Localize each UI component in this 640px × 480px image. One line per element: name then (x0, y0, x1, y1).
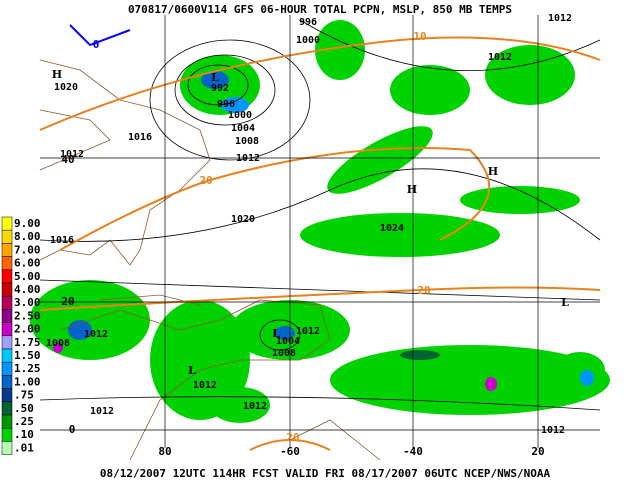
legend-swatch (1, 414, 13, 429)
legend-label: 2.50 (14, 309, 41, 322)
legend-swatch (1, 441, 13, 455)
latitude-label: 0 (69, 423, 76, 436)
pressure-label: 1016 (128, 132, 152, 143)
legend-label: 1.75 (14, 336, 41, 349)
pressure-label: 1012 (541, 425, 565, 436)
legend-swatch (1, 427, 13, 442)
pressure-label: 1012 (488, 52, 512, 63)
pressure-label: 1012 (296, 326, 320, 337)
pressure-label: 1004 (231, 123, 255, 134)
legend-label: .75 (14, 389, 34, 402)
pressure-label: 1012 (243, 401, 267, 412)
pressure-label: 1004 (276, 336, 300, 347)
legend-swatch (1, 348, 13, 363)
legend-label: .01 (14, 441, 34, 454)
caption: 08/12/2007 12UTC 114HR FCST VALID FRI 08… (100, 467, 551, 480)
pressure-label: 1016 (50, 235, 74, 246)
longitude-label: 80 (158, 445, 171, 458)
legend-label: .10 (14, 428, 34, 441)
temperature-label: 20 (417, 284, 430, 297)
pressure-center: H (52, 68, 62, 81)
legend-swatch (1, 401, 13, 416)
pressure-label: 1012 (60, 149, 84, 160)
legend-swatch (1, 309, 13, 323)
pressure-label: 996 (217, 99, 235, 110)
pressure-label: 1000 (296, 35, 320, 46)
legend-swatch (1, 256, 13, 271)
legend-label: 4.00 (14, 283, 41, 296)
legend-swatch (1, 269, 13, 284)
legend-label: .50 (14, 402, 34, 415)
temperature-label: 20 (199, 174, 212, 187)
pressure-label: 1012 (548, 13, 572, 24)
legend-swatch (1, 322, 13, 337)
legend-swatch (1, 229, 13, 244)
pressure-label: 1008 (272, 348, 296, 359)
pressure-label: 1012 (236, 153, 260, 164)
legend-label: 3.00 (14, 296, 41, 309)
legend-swatch (1, 243, 13, 257)
legend-label: .25 (14, 415, 34, 428)
temperature-label: 10 (413, 30, 426, 43)
pressure-label: 1012 (193, 380, 217, 391)
pressure-label: 1000 (228, 110, 252, 121)
legend-label: 5.00 (14, 270, 41, 283)
legend-label: 2.00 (14, 323, 41, 336)
isobars (39, 19, 601, 411)
legend-swatch (1, 388, 13, 403)
longitude-label: 20 (531, 445, 544, 458)
pressure-center: H (407, 183, 417, 196)
legend-swatch (1, 216, 13, 231)
legend-swatch (1, 335, 13, 350)
pressure-center: L (561, 296, 569, 309)
pressure-label: 1024 (380, 223, 404, 234)
latitude-label: 20 (61, 295, 74, 308)
pressure-center: L (188, 364, 196, 377)
pressure-label: 1012 (90, 406, 114, 417)
temperature-label: 20 (286, 431, 299, 444)
graticule (40, 15, 600, 448)
latitude-label: 40 (61, 153, 74, 166)
pressure-label: 1012 (84, 329, 108, 340)
pressure-label: 1020 (231, 214, 255, 225)
legend-label: 1.50 (14, 349, 41, 362)
legend-swatch (1, 282, 13, 297)
legend-label: 7.00 (14, 243, 41, 256)
pressure-center: H (488, 165, 498, 178)
legend-label: 9.00 (14, 217, 41, 230)
legend-label: 8.00 (14, 230, 41, 243)
temperature-label: 0 (93, 38, 100, 51)
legend-label: 6.00 (14, 257, 41, 270)
legend-label: 1.25 (14, 362, 41, 375)
heavy-precipitation (53, 71, 594, 391)
legend-label: 1.00 (14, 375, 41, 388)
pressure-label: 1020 (54, 82, 78, 93)
longitude-label: -40 (403, 445, 423, 458)
pressure-center: L (211, 71, 219, 84)
pressure-label: 1008 (235, 136, 259, 147)
legend-swatch (1, 295, 13, 310)
legend-swatch (1, 361, 13, 376)
longitude-label: -60 (280, 445, 300, 458)
legend-swatch (1, 375, 13, 389)
title: 070817/0600V114 GFS 06-HOUR TOTAL PCPN, … (128, 3, 512, 16)
pressure-label: 1008 (46, 338, 70, 349)
pressure-center: L (272, 327, 280, 340)
pressure-label: 996 (299, 17, 317, 28)
pressure-label: 992 (211, 83, 229, 94)
